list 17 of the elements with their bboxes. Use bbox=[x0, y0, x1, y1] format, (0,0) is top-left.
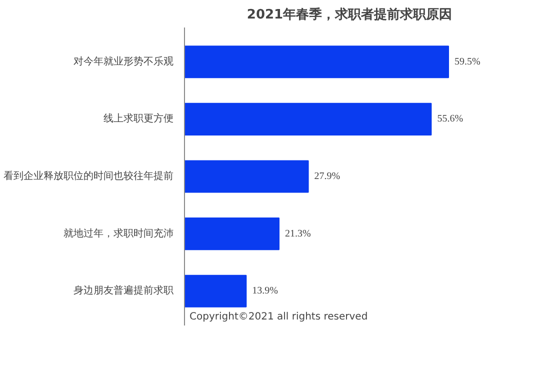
y-tick-label: 就地过年，求职时间充沛 bbox=[64, 227, 174, 240]
bar bbox=[184, 218, 280, 250]
bar bbox=[184, 274, 247, 308]
data-label: 27.9% bbox=[314, 171, 340, 182]
chart-title: 2021年春季，求职者提前求职原因 bbox=[246, 6, 452, 22]
data-label: 59.5% bbox=[454, 56, 480, 68]
bar bbox=[184, 160, 309, 193]
annotation: Copyright©2021 all rights reserved bbox=[190, 312, 368, 322]
bar bbox=[184, 102, 432, 136]
y-tick-label: 看到企业释放职位的时间也较往年提前 bbox=[4, 170, 174, 182]
data-label: 21.3% bbox=[285, 228, 311, 240]
y-tick-label: 对今年就业形势不乐观 bbox=[74, 55, 174, 68]
bar bbox=[184, 46, 449, 78]
y-tick-label: 线上求职更方便 bbox=[104, 112, 174, 125]
data-label: 13.9% bbox=[252, 286, 278, 297]
data-label: 55.6% bbox=[437, 114, 464, 125]
y-tick-label: 身边朋友普遍提前求职 bbox=[74, 284, 174, 297]
